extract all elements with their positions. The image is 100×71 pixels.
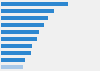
Bar	[1, 51, 31, 55]
Bar	[1, 65, 23, 69]
Bar	[1, 37, 38, 41]
Bar	[1, 30, 39, 34]
Bar	[1, 9, 54, 13]
Bar	[1, 44, 32, 48]
Bar	[1, 16, 48, 20]
Bar	[1, 23, 44, 27]
Bar	[1, 2, 68, 6]
Bar	[1, 58, 25, 62]
